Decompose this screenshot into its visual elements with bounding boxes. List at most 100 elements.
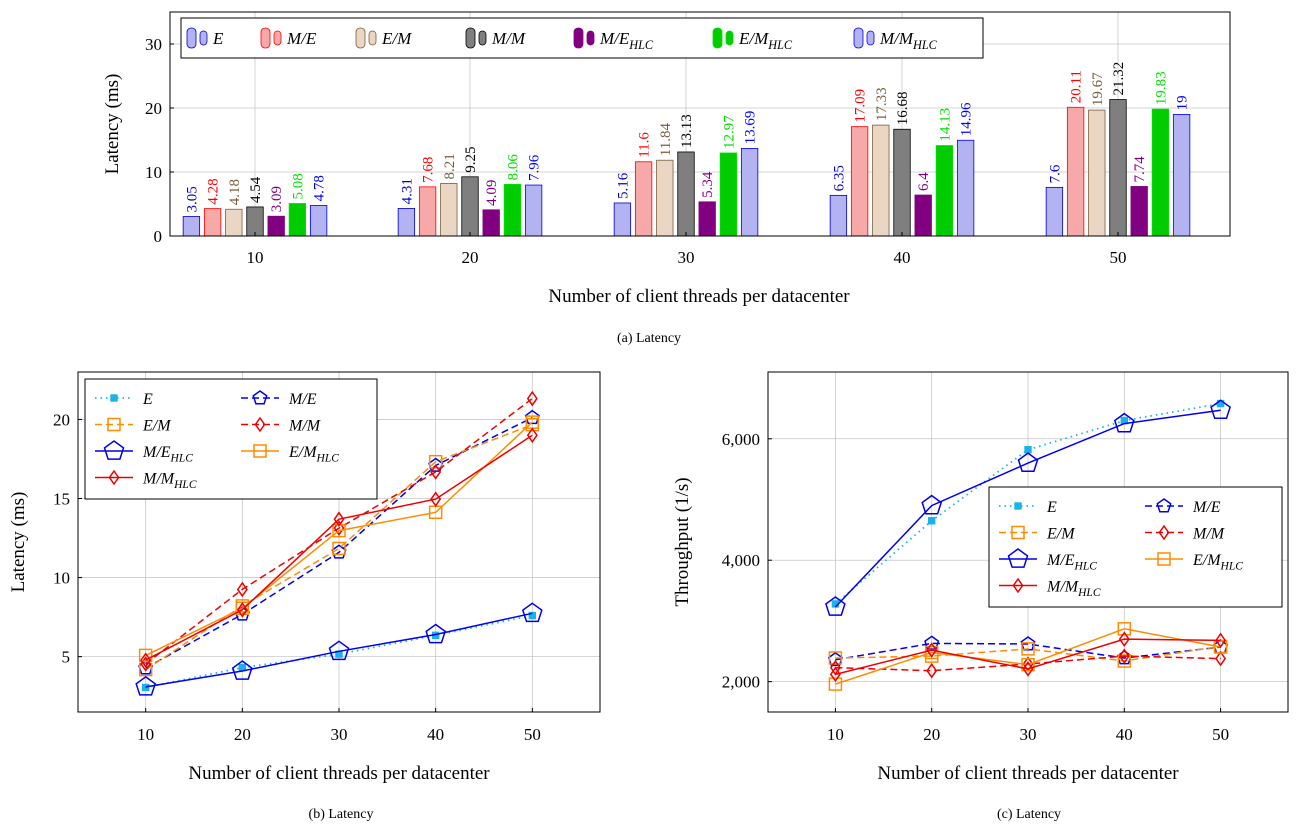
bar-E_MHLC-20 — [503, 184, 522, 237]
point-M-E-20 — [924, 635, 940, 650]
chart-c-throughput-lines: 2,000 4,000 6,000 10 20 30 40 50 Number of clien… — [672, 371, 1289, 784]
legend: E M/E E/M M/M M/EHLC E/MHLC M/MHLC — [84, 378, 378, 500]
point-E-M-HLC-20 — [924, 645, 939, 660]
legend-label-M_M: M/M — [491, 29, 526, 48]
legend-swatch-small-M_E — [273, 30, 282, 46]
point-M-M-HLC-30 — [333, 511, 345, 528]
point-E-M-HLC-40 — [1117, 622, 1132, 636]
y-tick-label-0: 0 — [154, 227, 163, 246]
legend-swatch-M_E — [260, 27, 271, 49]
point-M-E-HLC-40 — [425, 623, 447, 644]
point-M-M-HLC-50 — [1215, 632, 1227, 649]
data-label-E_M-40: 17.33 — [874, 87, 890, 121]
legend-box — [988, 486, 1283, 608]
series-line-E-M-HLC — [145, 421, 533, 657]
legend-marker-E-M-HLC — [253, 444, 267, 458]
legend-swatch-small-M_MHLC — [866, 30, 875, 46]
legend-marker-M-E-HLC — [1007, 548, 1029, 568]
y-tick-label-6000: 6,000 — [722, 430, 760, 449]
caption-b: (b) Latency — [309, 807, 374, 822]
series-line-E-M-HLC — [835, 628, 1221, 685]
data-label-E-10: 3.05 — [184, 186, 200, 212]
legend-label-E-M: E/M — [1046, 526, 1076, 543]
legend-label-M-E: M/E — [1192, 499, 1221, 516]
bar-M_EHLC-30 — [698, 201, 716, 237]
legend-label-E: E — [212, 29, 224, 48]
x-axis-label: Number of client threads per datacenter — [188, 763, 490, 784]
data-label-E_M-20: 8.21 — [442, 153, 458, 179]
data-label-M_E-30: 11.6 — [637, 132, 653, 158]
bar-M_E-20 — [418, 186, 437, 237]
point-E-50 — [528, 611, 537, 620]
x-tick-label-50: 50 — [524, 725, 541, 744]
legend-swatch-E_MHLC — [712, 27, 723, 49]
point-M-M-50 — [1215, 650, 1227, 667]
point-E-20 — [928, 517, 936, 525]
bar-E-50 — [1045, 186, 1064, 237]
point-M-E-HLC-20 — [921, 494, 943, 515]
legend-marker-M-E — [1156, 498, 1172, 513]
point-M-M-20 — [926, 662, 938, 679]
x-axis-label: Number of client threads per datacenter — [877, 763, 1179, 784]
legend-label-M_MHLC: M/MHLC — [879, 29, 938, 52]
y-tick-label-2000: 2,000 — [722, 673, 760, 692]
legend-marker-M-E-HLC — [103, 440, 125, 460]
data-label-M_MHLC-30: 13.69 — [743, 111, 759, 145]
series-line-E — [834, 402, 1221, 605]
x-axis-label: Number of client threads per datacenter — [548, 286, 850, 307]
series-line-M-M-HLC — [835, 638, 1221, 676]
legend-swatch-small-M_M — [478, 30, 487, 46]
legend: E M/E E/M M/M M/EHLC E/MHLC M/MHLC — [180, 17, 984, 59]
bar-M_M-20 — [461, 176, 479, 237]
legend-label-E: E — [1046, 499, 1057, 516]
legend-label-E-M: E/M — [142, 418, 172, 435]
legend: E M/E E/M M/M M/EHLC E/MHLC M/MHLC — [988, 486, 1283, 608]
point-M-M-HLC-40 — [1118, 631, 1130, 647]
point-M-E-HLC-30 — [1017, 452, 1039, 472]
y-axis-label: Throughput (1/s) — [672, 477, 693, 606]
legend-marker-M-M-HLC — [1012, 577, 1024, 594]
bar-E-30 — [613, 202, 632, 237]
data-label-M_M-40: 16.68 — [895, 91, 911, 125]
legend-marker-M-E — [252, 390, 268, 405]
chart-b-latency-lines: 5 10 15 20 10 20 30 40 50 Number of client thread… — [8, 371, 601, 784]
data-label-E-30: 5.16 — [615, 172, 631, 199]
data-label-M_M-50: 21.32 — [1111, 62, 1127, 96]
legend-box — [84, 378, 378, 500]
x-tick-label-20: 20 — [462, 248, 479, 267]
bar-M_E-40 — [850, 126, 869, 237]
legend-label-M-E: M/E — [288, 391, 317, 408]
data-label-E-50: 7.6 — [1047, 164, 1063, 183]
legend-swatch-M_M — [465, 27, 476, 49]
point-M-M-50 — [526, 390, 538, 407]
bar-M_M-50 — [1109, 99, 1127, 237]
point-M-E-HLC-10 — [135, 675, 157, 696]
legend-marker-E-M — [1011, 525, 1025, 540]
series-line-M-M-HLC — [145, 434, 533, 661]
data-label-E_MHLC-30: 12.97 — [721, 115, 737, 149]
legend-marker-E — [110, 394, 118, 402]
bar-E_M-40 — [872, 124, 890, 237]
legend-marker-M-M — [254, 416, 266, 433]
y-tick-label-15: 15 — [53, 490, 70, 509]
bar-M_M-40 — [893, 128, 911, 237]
legend-swatch-E_M — [355, 27, 366, 49]
data-label-M_E-50: 20.11 — [1069, 70, 1085, 103]
point-E-M-40 — [428, 454, 443, 469]
point-M-E-HLC-40 — [1113, 412, 1135, 433]
bar-M_EHLC-40 — [914, 194, 932, 237]
data-label-M_MHLC-10: 4.78 — [312, 175, 328, 201]
legend-marker-M-M — [1158, 524, 1170, 541]
series-line-M-E — [835, 642, 1221, 661]
y-tick-label-10: 10 — [53, 569, 70, 588]
data-label-M_EHLC-20: 4.09 — [484, 180, 500, 206]
legend-label-M-M-HLC: M/MHLC — [1046, 579, 1101, 599]
bar-M_EHLC-10 — [267, 215, 285, 237]
x-tick-label-30: 30 — [678, 248, 695, 267]
data-label-M_E-10: 4.28 — [206, 178, 222, 204]
bar-E_M-10 — [225, 208, 243, 237]
legend-label-E-M-HLC: E/MHLC — [288, 444, 339, 464]
legend-label-M_EHLC: M/EHLC — [599, 29, 654, 52]
data-label-M_E-20: 7.68 — [421, 157, 437, 183]
bar-M_E-10 — [203, 208, 222, 237]
